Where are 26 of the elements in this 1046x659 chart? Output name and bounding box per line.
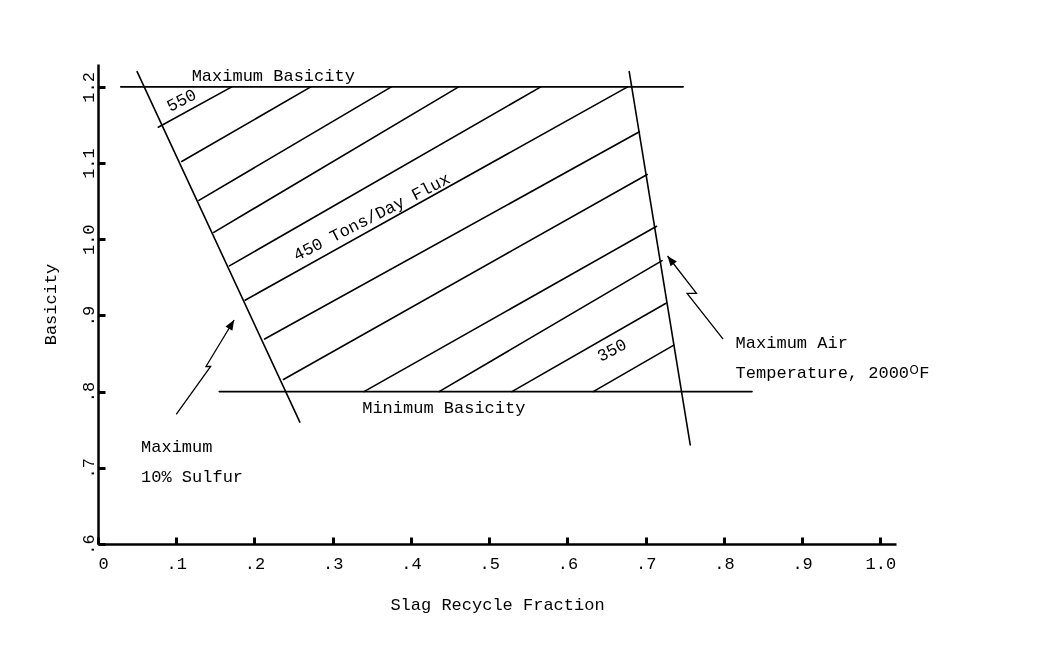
x-tick-label: 0 [98, 554, 109, 574]
x-tick-label: .6 [557, 554, 579, 574]
y-tick-label: 1.1 [79, 148, 99, 179]
x-tick-label: .2 [244, 554, 266, 574]
y-tick-label: .9 [79, 305, 99, 327]
y-axis-title: Basicity [41, 263, 61, 346]
annotation: Maximum Basicity [191, 67, 355, 87]
x-axis-title: Slag Recycle Fraction [390, 595, 605, 615]
x-tick-label: .1 [166, 554, 187, 574]
x-tick-label: .8 [714, 554, 735, 574]
y-tick-label: .7 [79, 458, 99, 479]
annotation: 350 [594, 335, 631, 367]
y-tick-label: 1.0 [79, 224, 99, 256]
annotation: Maximum 10% Sulfur [141, 438, 244, 488]
y-tick-label: .8 [79, 381, 99, 403]
x-tick-label: .4 [401, 554, 422, 574]
x-tick-label: .5 [479, 554, 500, 574]
x-tick-label: .7 [635, 554, 657, 574]
x-tick-label: 1.0 [865, 554, 897, 574]
y-tick-label: .6 [79, 534, 99, 555]
annotation: 550 [163, 85, 200, 117]
y-tick-label: 1.2 [79, 72, 99, 103]
annotation: Minimum Basicity [362, 399, 526, 419]
x-tick-label: .9 [792, 554, 813, 574]
annotation: Maximum Air Temperature, 2000ᴼF [735, 333, 930, 383]
x-tick-label: .3 [323, 554, 344, 574]
